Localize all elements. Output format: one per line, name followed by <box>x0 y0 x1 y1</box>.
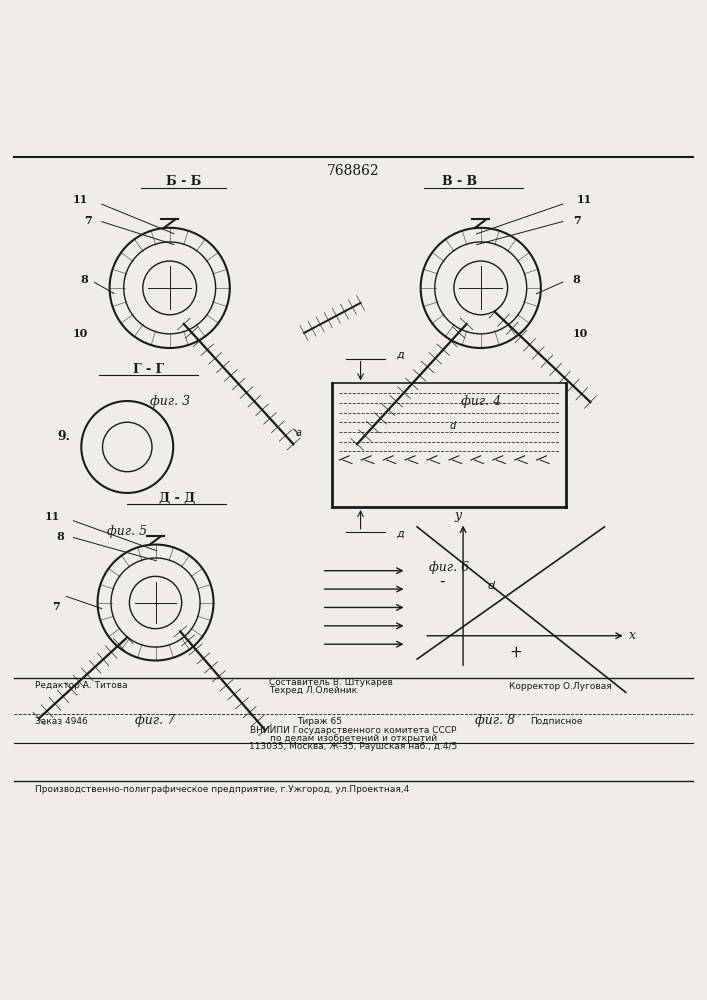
Text: -: - <box>439 574 445 589</box>
Text: Подписное: Подписное <box>530 717 583 726</box>
Text: 7: 7 <box>52 601 60 612</box>
Text: 9.: 9. <box>57 430 70 443</box>
Text: 10: 10 <box>573 328 588 339</box>
Text: фиг. 6: фиг. 6 <box>429 561 469 574</box>
Text: Редактор А. Титова: Редактор А. Титова <box>35 681 128 690</box>
Text: Г - Г: Г - Г <box>133 363 164 376</box>
Text: фиг. 3: фиг. 3 <box>150 395 189 408</box>
Text: 113035, Москва, Ж-35, Раушская наб., д.4/5: 113035, Москва, Ж-35, Раушская наб., д.4… <box>250 742 457 751</box>
Text: +: + <box>510 645 522 660</box>
Text: по делам изобретений и открытий: по делам изобретений и открытий <box>270 734 437 743</box>
Text: d: d <box>488 581 495 591</box>
Text: Д - Д: Д - Д <box>158 492 195 505</box>
Text: 7: 7 <box>84 215 92 226</box>
Text: В - В: В - В <box>442 175 477 188</box>
Text: Заказ 4946: Заказ 4946 <box>35 717 88 726</box>
Text: фиг. 7: фиг. 7 <box>136 714 175 727</box>
Text: Составитель В. Штукарев: Составитель В. Штукарев <box>269 678 392 687</box>
Text: Корректор О.Луговая: Корректор О.Луговая <box>509 682 612 691</box>
Text: 8: 8 <box>56 531 64 542</box>
Text: д: д <box>396 350 404 360</box>
Text: 8: 8 <box>81 274 88 285</box>
Text: Тираж 65: Тираж 65 <box>297 717 342 726</box>
Text: 8: 8 <box>573 274 580 285</box>
Text: x: x <box>629 629 636 642</box>
Text: фиг. 8: фиг. 8 <box>475 714 515 727</box>
Text: 768862: 768862 <box>327 164 380 178</box>
Text: Техред Л.Олейник: Техред Л.Олейник <box>269 686 357 695</box>
Text: y: y <box>455 509 462 522</box>
Text: Производственно-полиграфическое предприятие, г.Ужгород, ул.Проектная,4: Производственно-полиграфическое предприя… <box>35 785 409 794</box>
Text: фиг. 5: фиг. 5 <box>107 525 147 538</box>
Text: d: d <box>450 421 455 431</box>
Text: ВНИИПИ Государственного комитета СССР: ВНИИПИ Государственного комитета СССР <box>250 726 457 735</box>
Text: 11: 11 <box>45 511 60 522</box>
Text: a: a <box>296 428 301 438</box>
Text: д: д <box>396 529 404 539</box>
Text: 10: 10 <box>73 328 88 339</box>
Text: 11: 11 <box>73 194 88 205</box>
Text: фиг. 4: фиг. 4 <box>461 395 501 408</box>
Text: Б - Б: Б - Б <box>166 175 201 188</box>
Text: 11: 11 <box>576 194 592 205</box>
Text: 7: 7 <box>573 215 580 226</box>
